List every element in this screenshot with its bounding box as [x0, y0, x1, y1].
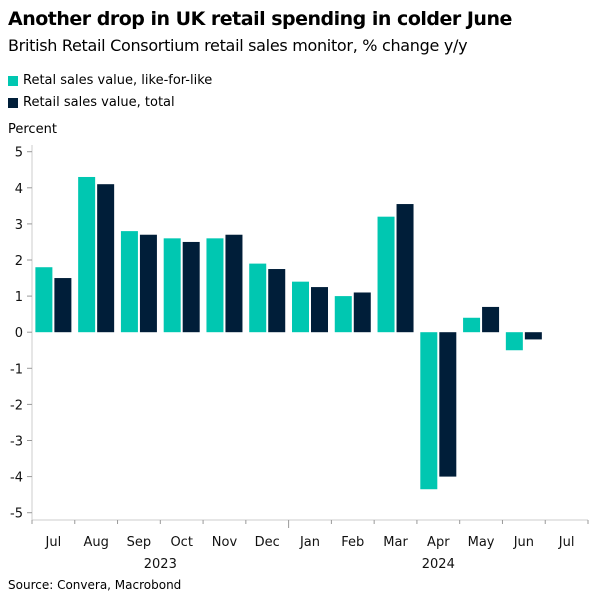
legend-label-like-for-like: Retal sales value, like-for-like [23, 73, 213, 88]
x-tick-label: Jan [299, 535, 320, 550]
x-tick-label: Mar [383, 535, 408, 550]
legend-label-total: Retail sales value, total [23, 95, 175, 110]
bar-total-jan [311, 287, 328, 333]
x-tick-label: Jul [45, 535, 62, 550]
chart-title: Another drop in UK retail spending in co… [8, 8, 512, 30]
legend-swatch-like-for-like [8, 75, 18, 86]
bar-total-oct [182, 241, 200, 333]
bar-like-for-like-jun [505, 332, 523, 351]
y-tick-label: 0 [15, 326, 23, 341]
x-tick-label: Jul [558, 535, 575, 550]
bar-like-for-like-aug [78, 176, 96, 333]
bar-total-may [482, 306, 500, 333]
x-tick-label: Nov [212, 535, 238, 550]
bar-total-apr [439, 332, 457, 477]
bar-total-jul [54, 278, 72, 333]
bar-like-for-like-dec [249, 263, 267, 333]
x-tick-label: Dec [255, 535, 280, 550]
bar-like-for-like-sep [120, 231, 138, 333]
bar-like-for-like-may [463, 317, 481, 333]
source-note: Source: Convera, Macrobond [8, 578, 182, 592]
y-tick-label: 1 [15, 290, 23, 305]
x-tick-label: Aug [83, 535, 108, 550]
y-tick-label: 3 [15, 218, 23, 233]
y-tick-label: 2 [15, 254, 23, 269]
x-tick-label: Feb [341, 535, 364, 550]
bar-like-for-like-feb [334, 296, 352, 333]
x-tick-label: Oct [170, 535, 192, 550]
y-tick-label: -1 [10, 362, 23, 377]
y-tick-label: -3 [10, 435, 23, 450]
bar-total-dec [268, 269, 286, 333]
y-tick-label: -4 [10, 471, 23, 486]
x-tick-label: Sep [127, 535, 152, 550]
bar-total-jun [524, 332, 542, 340]
bar-total-feb [353, 292, 371, 333]
year-label: 2023 [144, 557, 177, 572]
legend-item-like-for-like: Retal sales value, like-for-like [8, 73, 212, 88]
y-tick-label: 4 [15, 182, 23, 197]
year-label: 2024 [422, 557, 455, 572]
y-tick-label: -5 [10, 507, 23, 522]
bar-total-sep [139, 234, 157, 333]
bar-like-for-like-nov [206, 238, 224, 333]
bar-total-nov [225, 234, 243, 333]
y-tick-label: -2 [10, 398, 23, 413]
bar-like-for-like-oct [163, 238, 181, 333]
y-tick-label: 5 [15, 146, 23, 161]
bar-like-for-like-jul [35, 267, 53, 333]
bar-total-aug [97, 184, 115, 333]
chart-subtitle: British Retail Consortium retail sales m… [8, 36, 468, 55]
legend-item-total: Retail sales value, total [8, 95, 175, 110]
bar-total-mar [396, 204, 414, 333]
bar-like-for-like-mar [377, 216, 395, 333]
bar-like-for-like-jan [292, 281, 309, 333]
x-tick-label: May [468, 535, 495, 550]
y-axis-label: Percent [8, 122, 57, 137]
legend-swatch-total [8, 97, 18, 108]
x-tick-label: Apr [427, 535, 450, 550]
x-tick-label: Jun [513, 535, 534, 550]
bar-like-for-like-apr [420, 332, 438, 490]
